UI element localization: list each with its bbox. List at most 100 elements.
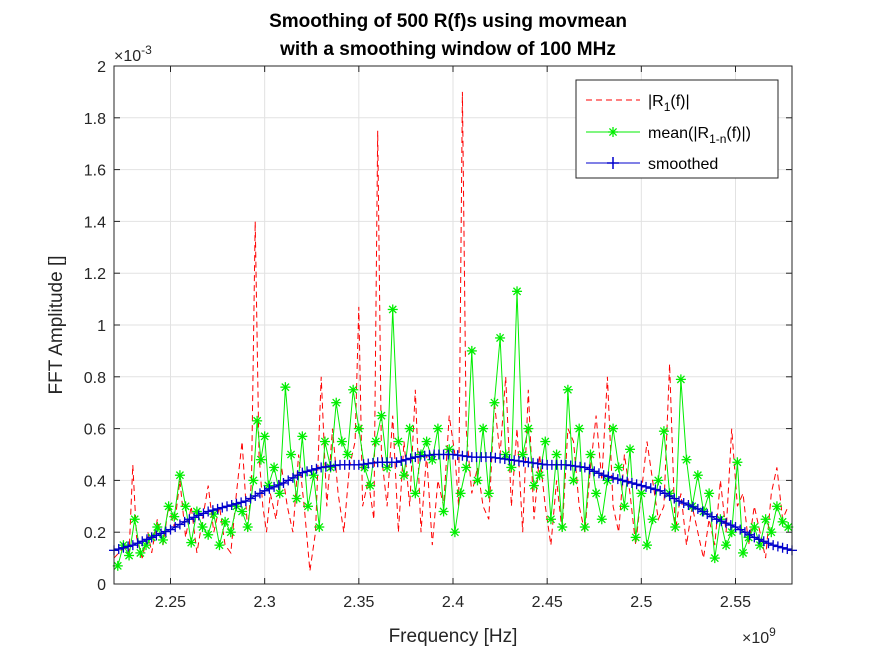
data-point: [466, 345, 477, 356]
data-point: [730, 522, 741, 533]
data-point: [193, 510, 204, 521]
marker-stroke: [243, 522, 252, 532]
data-point: [157, 534, 168, 545]
y-tick-labels: 0 0.2 0.4 0.6 0.8 1 1.2 1.4 1.6 1.8 2: [84, 59, 106, 594]
data-point: [264, 483, 275, 494]
data-point: [461, 462, 472, 473]
data-point: [400, 454, 411, 465]
data-point: [613, 462, 624, 473]
marker-stroke: [642, 541, 652, 550]
data-point: [254, 488, 265, 499]
data-point: [478, 423, 489, 434]
data-point: [688, 501, 699, 512]
marker-stroke: [158, 535, 168, 545]
data-point: [137, 536, 148, 547]
marker-stroke: [479, 424, 488, 433]
data-point: [664, 490, 675, 501]
marker-stroke: [130, 515, 139, 524]
legend-entry-smoothed: smoothed: [586, 156, 718, 173]
marker-stroke: [445, 445, 454, 454]
data-point: [207, 505, 218, 516]
data-point: [113, 544, 124, 555]
data-point: [248, 475, 259, 486]
marker-stroke: [552, 450, 561, 459]
data-point: [528, 480, 539, 491]
marker-stroke: [226, 528, 235, 537]
data-point: [716, 516, 727, 527]
data-point: [127, 540, 138, 551]
data-point: [292, 470, 303, 481]
legend-asterisk: [608, 127, 618, 137]
marker-stroke: [620, 502, 629, 511]
data-point: [169, 511, 180, 522]
marker-stroke: [586, 450, 595, 459]
marker-stroke: [270, 463, 279, 472]
marker-stroke: [343, 450, 352, 459]
data-point: [179, 516, 190, 527]
marker-stroke: [315, 522, 324, 532]
data-point: [163, 501, 174, 512]
data-point: [739, 527, 750, 538]
data-point: [766, 527, 777, 538]
data-point: [495, 332, 506, 343]
chart-title-line-1: Smoothing of 500 R(f)s using movmean: [269, 11, 627, 32]
data-point: [650, 484, 661, 495]
data-point: [608, 423, 619, 434]
marker-stroke: [264, 481, 273, 490]
marker-stroke: [360, 463, 369, 472]
data-point: [772, 541, 783, 552]
series-layer: [109, 91, 797, 572]
data-point: [692, 503, 703, 514]
marker-stroke: [609, 424, 618, 433]
marker-stroke: [671, 522, 680, 532]
data-point: [619, 501, 630, 512]
data-point: [674, 496, 684, 507]
marker-stroke: [371, 437, 380, 446]
data-point: [432, 423, 443, 434]
data-point: [704, 488, 715, 499]
data-point: [658, 426, 669, 437]
data-point: [489, 397, 500, 408]
data-point: [269, 481, 280, 492]
data-point: [236, 497, 247, 508]
y-tick-label: 0.8: [84, 370, 106, 387]
data-point: [259, 485, 270, 496]
data-point: [562, 384, 573, 395]
marker-stroke: [275, 489, 284, 498]
marker-stroke: [354, 424, 363, 433]
marker-stroke: [705, 489, 714, 498]
data-point: [287, 472, 298, 483]
data-point: [255, 454, 266, 465]
y-axis-label: FFT Amplitude []: [46, 255, 67, 394]
marker-stroke: [733, 458, 742, 467]
data-point: [777, 542, 788, 553]
data-point: [608, 472, 619, 483]
data-point: [319, 436, 330, 447]
marker-stroke: [659, 427, 668, 436]
marker-stroke: [772, 502, 781, 511]
y-tick-label: 1.6: [84, 163, 106, 180]
data-point: [410, 488, 421, 499]
marker-stroke: [473, 476, 482, 485]
marker-stroke: [209, 510, 218, 519]
data-point: [242, 522, 253, 533]
data-point: [593, 468, 604, 479]
data-point: [472, 475, 483, 486]
data-point: [124, 550, 135, 561]
data-point: [596, 514, 607, 525]
marker-stroke: [187, 538, 196, 547]
data-point: [336, 436, 347, 447]
data-point: [151, 530, 162, 541]
data-point: [156, 528, 167, 539]
marker-stroke: [738, 548, 748, 557]
data-point: [197, 522, 208, 533]
data-point: [630, 532, 641, 543]
data-point: [203, 529, 214, 540]
data-point: [647, 514, 658, 525]
y-exponent-label: ×10-3: [114, 43, 152, 65]
data-point: [625, 444, 636, 455]
svg-text:×109: ×109: [742, 625, 776, 647]
marker-stroke: [433, 424, 442, 433]
marker-stroke: [303, 502, 313, 511]
marker-stroke: [439, 507, 448, 516]
